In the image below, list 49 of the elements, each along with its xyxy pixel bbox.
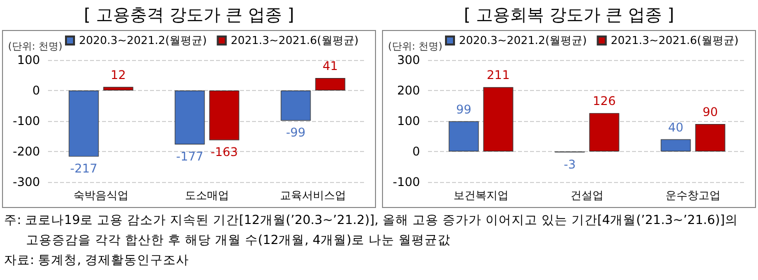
x-tick-label: 도소매업 (185, 189, 229, 202)
bar (174, 90, 205, 144)
bar (103, 86, 134, 90)
y-tick-label: 200 (397, 84, 420, 98)
chart-title: [ 고용회복 강도가 큰 업종 ] (464, 6, 674, 26)
y-tick-label: -300 (12, 175, 40, 189)
y-tick-label: 100 (17, 53, 40, 67)
y-tick-label: -200 (12, 144, 40, 158)
data-label: -163 (210, 145, 238, 160)
x-tick-label: 교육서비스업 (280, 189, 346, 202)
x-tick-label: 숙박음식업 (74, 189, 128, 202)
bar (209, 90, 240, 140)
legend-label: 2020.3~2021.2(월평균) (79, 34, 207, 47)
y-tick-label: 0 (32, 84, 40, 98)
data-label: 99 (456, 102, 472, 116)
x-tick-label: 운수창고업 (666, 189, 720, 202)
y-tick-label: 300 (397, 53, 420, 67)
data-label: 126 (592, 94, 616, 108)
data-label: 12 (110, 68, 126, 82)
bar (448, 121, 479, 152)
y-tick-label: -100 (12, 114, 40, 128)
data-label: 90 (702, 105, 718, 120)
y-tick-label: -100 (392, 175, 420, 189)
bar (695, 124, 726, 152)
data-label: -217 (70, 162, 98, 176)
data-label: 41 (322, 58, 338, 73)
bar (280, 90, 311, 121)
chart-title: [ 고용충격 강도가 큰 업종 ] (84, 6, 294, 26)
data-label: 40 (668, 120, 684, 134)
y-axis-title: (단위: 천명) (388, 42, 442, 52)
text: 주: 코로나19로 고용 감소가 지속된 기간[12개월(’20.3~’21.2)], 올해 고용 증가가 이어지고 있는 기간[4개월(’21.3~’21.6)]의 고용증감을 각각 합산한 후 해당 개월 수(12개월, 4개월)로 나눈 월평균값 (4, 211, 739, 249)
y-tick-label: 0 (412, 144, 420, 158)
y-axis-title: (단위: 천명) (8, 42, 62, 52)
bar (660, 139, 691, 152)
y-tick-label: 100 (397, 114, 420, 128)
x-tick-label: 건설업 (570, 189, 604, 202)
data-label: -99 (286, 126, 306, 140)
legend-label: 2020.3~2021.2(월평균) (459, 34, 587, 47)
bar (68, 90, 99, 157)
bar (483, 87, 514, 152)
data-label: -177 (176, 149, 204, 164)
bar (589, 113, 620, 152)
text: 자료: 통계청, 경제활동인구조사 (4, 251, 190, 269)
bar (315, 78, 346, 90)
data-label: 211 (486, 68, 510, 82)
legend-label: 2021.3~2021.6(월평균) (610, 34, 739, 47)
legend-label: 2021.3~2021.6(월평균) (230, 34, 359, 47)
x-tick-label: 보건복지업 (454, 189, 508, 202)
data-label: -3 (564, 157, 576, 172)
